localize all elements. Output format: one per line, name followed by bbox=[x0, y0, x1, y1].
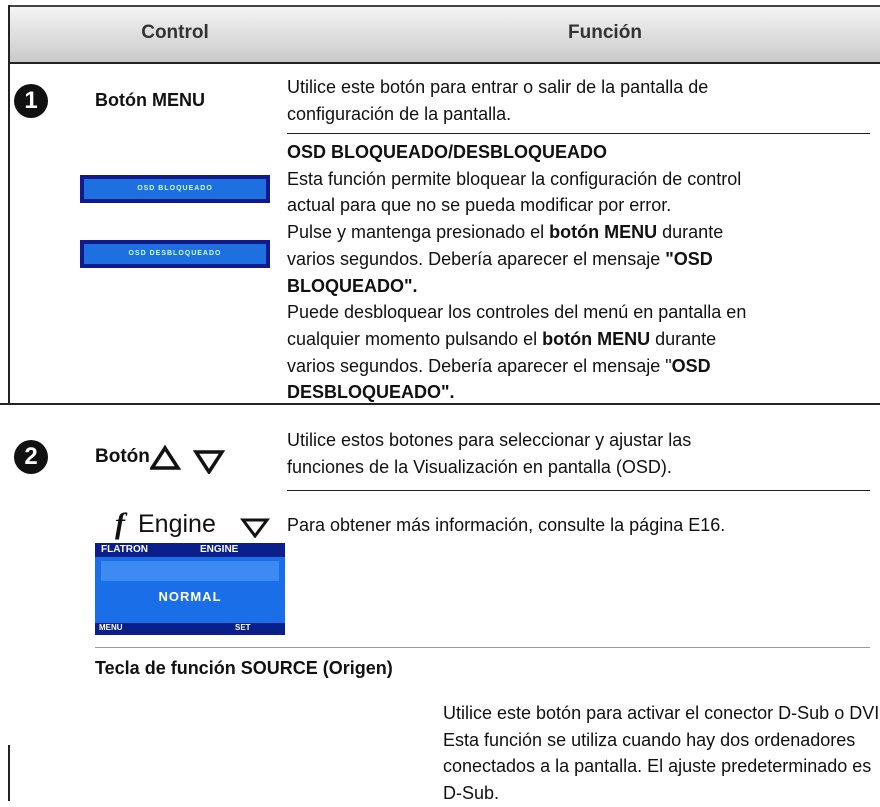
line: configuración de la pantalla. bbox=[287, 103, 512, 124]
run: Pulse y mantenga presionado el bbox=[287, 222, 550, 243]
run: varios segundos. Debería aparecer el men… bbox=[287, 355, 672, 376]
left-border bbox=[8, 5, 10, 403]
osd-button: OSD BLOQUEADO bbox=[80, 175, 270, 203]
line: Esta función permite bloquear la configu… bbox=[287, 168, 742, 189]
description: Utilice este botón para entrar o salir d… bbox=[287, 74, 708, 127]
osd-button: OSD DESBLOQUEADO bbox=[80, 240, 270, 268]
brand: FLATRON bbox=[101, 544, 149, 555]
run: durante bbox=[650, 328, 717, 349]
description: Utilice estos botones para seleccionar y… bbox=[287, 427, 691, 480]
set-key: SET bbox=[235, 623, 251, 632]
line: actual para que no se pueda modificar po… bbox=[287, 195, 672, 216]
menu-top bbox=[95, 543, 285, 557]
title: OSD BLOQUEADO/DESBLOQUEADO bbox=[287, 142, 608, 162]
arrow-icons bbox=[150, 444, 226, 474]
line: conectados a la pantalla. El ajuste pred… bbox=[443, 756, 872, 777]
run: varios segundos. Debería aparecer el men… bbox=[287, 248, 666, 269]
source-title: Tecla de función SOURCE (Origen) bbox=[95, 658, 393, 678]
rule bbox=[287, 490, 870, 491]
up-arrow bbox=[150, 444, 182, 470]
line: Puede desbloquear los controles del menú… bbox=[287, 302, 747, 323]
rule bbox=[0, 403, 880, 405]
control-label: Botón MENU bbox=[95, 90, 205, 110]
line: Pulse y mantenga presionado el botón MEN… bbox=[287, 219, 746, 246]
line: DESBLOQUEADO". bbox=[287, 382, 455, 403]
menu-key: MENU bbox=[99, 623, 123, 632]
run: botón MENU bbox=[542, 328, 651, 349]
description: OSD BLOQUEADO/DESBLOQUEADO Esta función … bbox=[287, 139, 746, 406]
line: cualquier momento pulsando el botón MENU… bbox=[287, 326, 746, 353]
header-control: Control bbox=[141, 22, 209, 43]
line: Utilice este botón para entrar o salir d… bbox=[287, 77, 709, 97]
description: Utilice este botón para activar el conec… bbox=[443, 700, 880, 807]
line: BLOQUEADO". bbox=[287, 275, 418, 296]
fengine-label: Engine bbox=[138, 510, 216, 538]
step-number: 2 bbox=[14, 440, 48, 474]
line: D-Sub. bbox=[443, 783, 500, 804]
engine: ENGINE bbox=[200, 544, 239, 555]
run: OSD bbox=[671, 355, 711, 376]
line: varios segundos. Debería aparecer el men… bbox=[287, 353, 746, 380]
line: Utilice estos botones para seleccionar y… bbox=[287, 430, 692, 450]
run: durante bbox=[657, 222, 724, 243]
header-function: Función bbox=[568, 22, 642, 43]
line: Esta función se utiliza cuando hay dos o… bbox=[443, 729, 856, 750]
down-arrow bbox=[240, 518, 270, 538]
rule bbox=[95, 647, 870, 648]
down-arrow-icon bbox=[240, 518, 270, 538]
osd-menu: FLATRON ENGINE NORMAL MENU SET bbox=[95, 543, 285, 635]
line: funciones de la Visualización en pantall… bbox=[287, 456, 672, 477]
header-bar bbox=[8, 5, 880, 64]
run: "OSD bbox=[665, 248, 713, 269]
line: Utilice este botón para activar el conec… bbox=[443, 703, 880, 723]
mode: NORMAL bbox=[158, 589, 222, 604]
left-border bbox=[8, 745, 10, 801]
run: botón MENU bbox=[549, 222, 658, 243]
run: cualquier momento pulsando el bbox=[287, 328, 543, 349]
rule bbox=[8, 62, 880, 64]
line: varios segundos. Debería aparecer el men… bbox=[287, 246, 746, 273]
menu-bottom bbox=[95, 623, 285, 635]
down-arrow bbox=[192, 450, 226, 474]
icons bbox=[101, 561, 279, 581]
description: Para obtener más información, consulte l… bbox=[287, 515, 726, 535]
rule bbox=[287, 133, 870, 134]
fengine-logo: f bbox=[115, 507, 125, 540]
step-number: 1 bbox=[14, 84, 48, 118]
control-label: Botón bbox=[95, 446, 150, 467]
